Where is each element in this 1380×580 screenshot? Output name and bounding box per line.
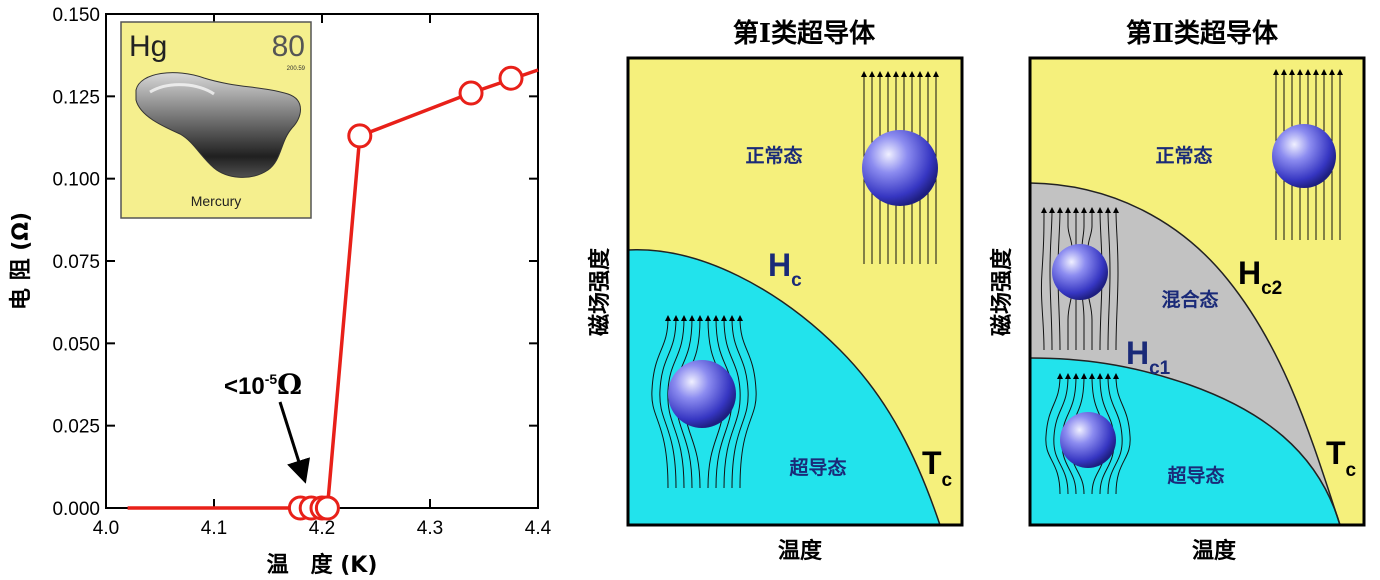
type2-superconducting-sphere xyxy=(1060,412,1116,468)
element-symbol: Hg xyxy=(129,30,167,63)
y-axis-ticks: 0.000 0.025 0.050 0.075 0.100 0.125 0.150 xyxy=(52,5,538,520)
data-point-marker xyxy=(458,80,484,106)
y-tick-label: 0.050 xyxy=(52,334,100,355)
type2-tc-label: Tc xyxy=(1326,435,1357,481)
y-tick-label: 0.025 xyxy=(52,417,100,438)
type2-hc2-curve xyxy=(1029,182,1341,526)
type2-normal-sphere xyxy=(1272,124,1336,188)
type2-hc1-label: Hc1 xyxy=(1126,335,1171,379)
y-tick-label: 0.075 xyxy=(52,252,100,273)
x-tick-label: 4.1 xyxy=(201,518,227,539)
type2-normal-label: 正常态 xyxy=(1155,144,1212,167)
data-point-marker xyxy=(314,495,340,521)
x-axis-ticks: 4.0 4.1 4.2 4.3 4.4 xyxy=(93,14,552,539)
y-tick-label: 0.150 xyxy=(52,5,100,26)
data-point-marker xyxy=(347,123,373,149)
type2-hc1-curve xyxy=(1029,357,1341,526)
type2-super-label: 超导态 xyxy=(1166,464,1224,487)
type2-frame xyxy=(1028,56,1366,527)
resistance-annotation: <10-5Ω xyxy=(224,368,302,401)
x-tick-label: 4.3 xyxy=(417,518,443,539)
type2-y-axis-label: 磁场强度 xyxy=(989,247,1015,336)
type2-mixed-label: 混合态 xyxy=(1161,288,1218,311)
x-axis-label: 温 度 (K) xyxy=(267,552,378,578)
mercury-element-card: Hg 80 200.59 Mercury xyxy=(120,21,312,219)
x-tick-label: 4.0 xyxy=(93,518,119,539)
y-tick-label: 0.100 xyxy=(52,170,100,191)
y-tick-label: 0.125 xyxy=(52,87,100,108)
type1-normal-label: 正常态 xyxy=(745,144,802,167)
x-tick-label: 4.4 xyxy=(525,518,552,539)
type2-mixed-sphere xyxy=(1052,244,1108,300)
type1-y-axis-label: 磁场强度 xyxy=(587,247,613,336)
element-name: Mercury xyxy=(191,193,242,209)
type1-x-axis-label: 温度 xyxy=(778,538,823,564)
type1-normal-sphere xyxy=(862,130,938,206)
type1-tc-label: Tc xyxy=(922,445,953,491)
type1-title: 第Ⅰ类超导体 xyxy=(733,18,876,49)
type2-hc2-label: Hc2 xyxy=(1238,255,1282,299)
data-series xyxy=(127,65,539,521)
y-tick-label: 0.000 xyxy=(52,499,100,520)
type1-hc-curve xyxy=(627,249,941,526)
annotation-arrow xyxy=(278,401,311,484)
mercury-droplet-image xyxy=(135,72,301,178)
type1-phase-diagram: 第Ⅰ类超导体 xyxy=(587,18,964,564)
y-axis-label: 电 阻 (Ω) xyxy=(9,212,34,310)
type2-superconducting-region xyxy=(1030,358,1340,525)
type2-title: 第Ⅱ类超导体 xyxy=(1126,18,1279,49)
x-tick-label: 4.2 xyxy=(309,518,335,539)
data-point-marker xyxy=(498,65,524,91)
type1-frame xyxy=(626,56,964,527)
atomic-number: 80 xyxy=(272,30,305,63)
type2-x-axis-label: 温度 xyxy=(1192,538,1237,564)
type1-super-label: 超导态 xyxy=(788,456,846,479)
type1-hc-label: Hc xyxy=(768,247,802,291)
type2-phase-diagram: 第Ⅱ类超导体 xyxy=(989,18,1366,564)
type1-superconducting-sphere xyxy=(668,360,736,428)
atomic-mass: 200.59 xyxy=(287,66,306,72)
